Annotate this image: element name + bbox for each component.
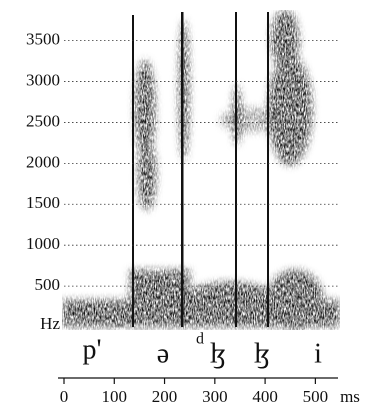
segment-label: ɮ bbox=[210, 338, 226, 369]
x-tick-label: 500 bbox=[303, 387, 329, 406]
y-tick-label: 1000 bbox=[26, 234, 60, 253]
y-tick-label: 1500 bbox=[26, 193, 60, 212]
x-unit: ms bbox=[340, 387, 360, 406]
spectrogram-image bbox=[62, 10, 340, 330]
burst-lines bbox=[132, 12, 269, 327]
y-tick-label: Hz bbox=[40, 314, 60, 333]
segment-label: d bbox=[196, 331, 204, 348]
y-tick-label: 2500 bbox=[26, 111, 60, 130]
segment-label: p' bbox=[82, 334, 101, 365]
segment-label: i bbox=[314, 338, 322, 369]
x-tick-label: 0 bbox=[60, 387, 69, 406]
y-tick-label: 2000 bbox=[26, 152, 60, 171]
x-tick-label: 200 bbox=[152, 387, 178, 406]
y-tick-label: 3000 bbox=[26, 70, 60, 89]
segment-label: ə bbox=[157, 338, 169, 369]
y-tick-label: 3500 bbox=[26, 30, 60, 49]
x-tick-label: 300 bbox=[202, 387, 228, 406]
x-tick-label: 400 bbox=[252, 387, 278, 406]
x-tick-label: 100 bbox=[102, 387, 128, 406]
y-tick-label: 500 bbox=[35, 275, 61, 294]
segment-label: ɮ bbox=[254, 338, 270, 369]
